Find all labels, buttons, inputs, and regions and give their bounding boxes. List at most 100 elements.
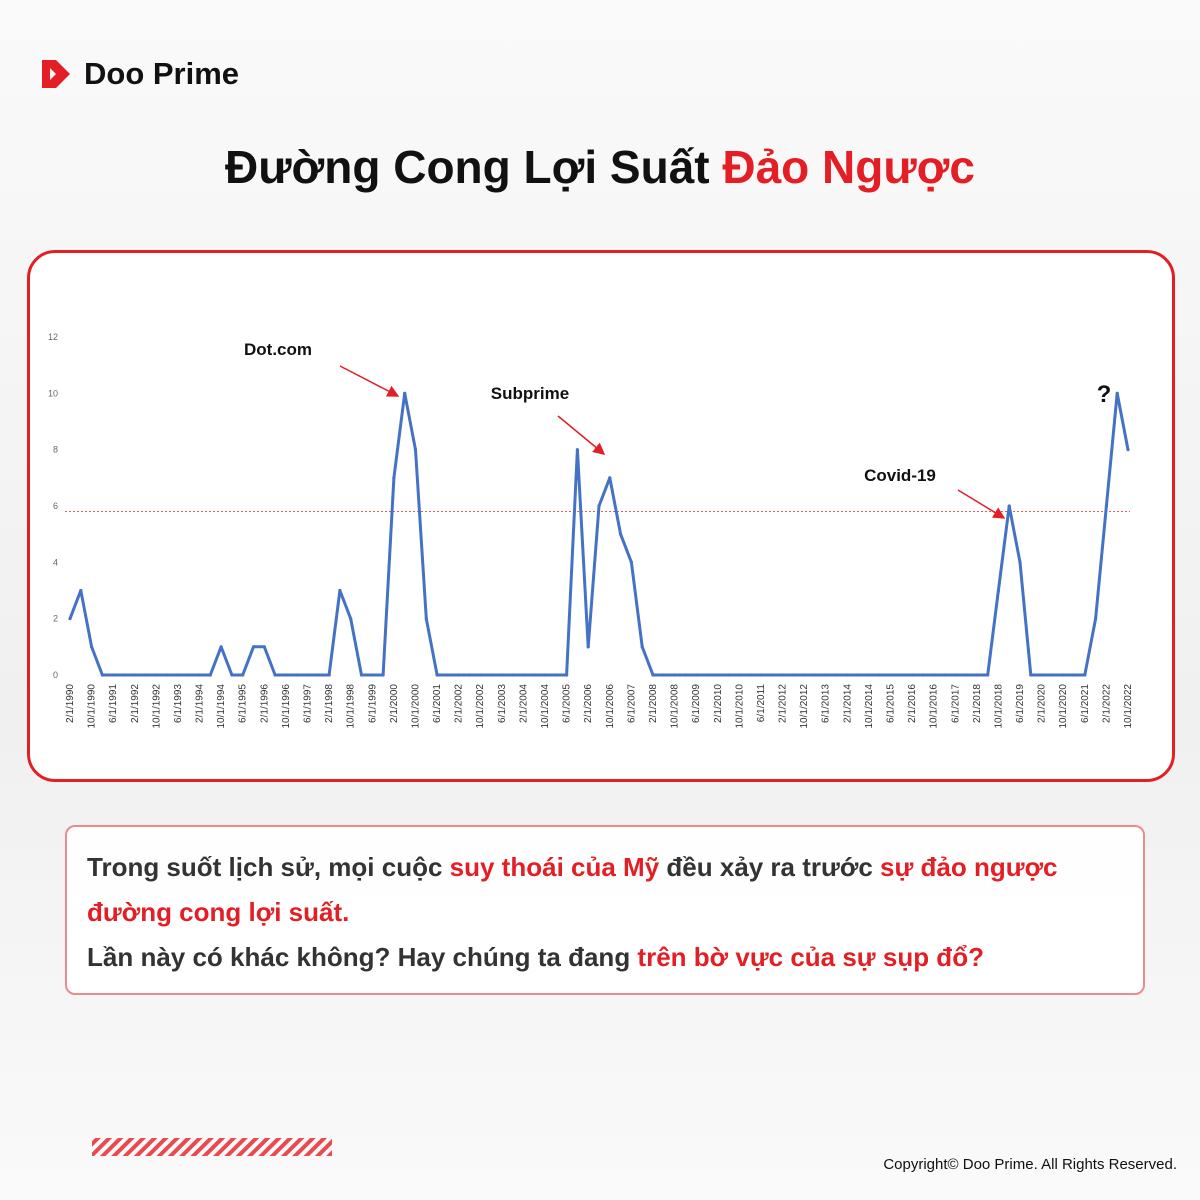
x-tick-label: 6/1/2003 bbox=[497, 684, 508, 723]
data-point bbox=[640, 645, 644, 649]
x-tick-label: 6/1/2011 bbox=[756, 684, 767, 723]
data-point bbox=[521, 673, 526, 677]
caption: Trong suốt lịch sử, mọi cuộc suy thoái c… bbox=[65, 825, 1145, 995]
y-tick-label: 2 bbox=[53, 614, 58, 624]
x-tick-label: 2/1/2018 bbox=[972, 684, 983, 723]
data-point bbox=[489, 673, 493, 677]
data-point bbox=[726, 673, 731, 677]
x-tick-label: 2/1/2020 bbox=[1037, 684, 1048, 723]
x-tick-label: 2/1/2010 bbox=[713, 684, 724, 723]
y-tick-label: 12 bbox=[48, 332, 58, 342]
data-point bbox=[759, 673, 763, 677]
data-point bbox=[111, 673, 115, 677]
x-tick-label: 10/1/2012 bbox=[799, 684, 810, 729]
data-point bbox=[1115, 391, 1119, 395]
title-main: Đường Cong Lợi Suất bbox=[225, 141, 723, 193]
data-point bbox=[932, 673, 936, 677]
data-point bbox=[629, 560, 633, 564]
y-tick-label: 6 bbox=[53, 501, 58, 511]
x-tick-label: 6/1/1993 bbox=[173, 684, 184, 723]
x-tick-label: 6/1/1995 bbox=[238, 684, 249, 723]
data-point bbox=[1040, 673, 1044, 677]
x-tick-label: 2/1/2008 bbox=[648, 684, 659, 723]
data-point bbox=[1094, 617, 1098, 621]
x-tick-label: 6/1/2019 bbox=[1015, 684, 1026, 723]
data-point bbox=[802, 673, 806, 677]
logo-icon bbox=[42, 60, 70, 88]
y-tick-label: 8 bbox=[53, 445, 58, 455]
data-point bbox=[187, 673, 191, 677]
data-point bbox=[878, 673, 882, 677]
caption-line: Lần này có khác không? Hay chúng ta đang… bbox=[87, 935, 1123, 980]
data-point bbox=[316, 673, 320, 677]
data-point bbox=[435, 673, 439, 677]
data-point bbox=[813, 673, 817, 677]
x-tick-label: 6/1/1997 bbox=[303, 684, 314, 723]
data-point bbox=[834, 673, 839, 677]
x-tick-label: 10/1/2016 bbox=[929, 684, 940, 729]
data-point bbox=[770, 673, 774, 677]
annotation: Covid-19 bbox=[864, 466, 936, 485]
data-point bbox=[230, 673, 234, 677]
x-tick-label: 6/1/2017 bbox=[950, 684, 961, 723]
x-tick-label: 2/1/2016 bbox=[907, 684, 918, 723]
data-point bbox=[457, 673, 461, 677]
title: Đường Cong Lợi Suất Đảo Ngược bbox=[0, 140, 1200, 194]
y-tick-label: 0 bbox=[53, 670, 58, 680]
x-tick-label: 2/1/1994 bbox=[195, 684, 206, 723]
data-point bbox=[176, 673, 180, 677]
data-point bbox=[921, 673, 925, 677]
x-tick-label: 10/1/1990 bbox=[87, 684, 98, 729]
data-point bbox=[1061, 673, 1065, 677]
data-point bbox=[122, 673, 126, 677]
data-point bbox=[349, 617, 353, 621]
data-point bbox=[597, 504, 601, 508]
data-point bbox=[694, 673, 698, 677]
data-point bbox=[672, 673, 677, 677]
data-point bbox=[197, 673, 202, 677]
data-point bbox=[446, 673, 450, 677]
data-point bbox=[284, 673, 288, 677]
data-point bbox=[165, 673, 169, 677]
data-point bbox=[143, 673, 148, 677]
data-point bbox=[338, 588, 342, 593]
title-highlight: Đảo Ngược bbox=[722, 141, 975, 193]
caption-text: Lần này có khác không? Hay chúng ta đang bbox=[87, 942, 638, 972]
data-point bbox=[100, 673, 104, 677]
x-tick-label: 6/1/2007 bbox=[626, 684, 637, 723]
data-point bbox=[295, 673, 299, 677]
data-point bbox=[478, 673, 482, 677]
data-point bbox=[888, 673, 893, 677]
x-tick-label: 2/1/1990 bbox=[65, 684, 76, 723]
data-point bbox=[133, 673, 137, 677]
x-tick-label: 10/1/2000 bbox=[410, 684, 421, 729]
annotation: Dot.com bbox=[244, 340, 312, 359]
data-point bbox=[392, 476, 396, 480]
data-point bbox=[68, 617, 72, 621]
data-point bbox=[424, 617, 428, 621]
data-point bbox=[79, 588, 83, 593]
data-point bbox=[910, 673, 914, 677]
data-point bbox=[1083, 673, 1087, 677]
x-tick-label: 2/1/1996 bbox=[259, 684, 270, 723]
data-point bbox=[867, 673, 871, 677]
data-point bbox=[575, 448, 580, 452]
x-tick-label: 2/1/2022 bbox=[1101, 684, 1112, 723]
x-tick-label: 10/1/2014 bbox=[864, 684, 875, 729]
data-point bbox=[1007, 504, 1011, 508]
x-tick-label: 10/1/1998 bbox=[346, 684, 357, 729]
x-tick-label: 10/1/2010 bbox=[734, 684, 745, 729]
arrows bbox=[339, 365, 1006, 519]
data-point bbox=[251, 645, 256, 649]
chart-frame bbox=[27, 250, 1175, 782]
data-point bbox=[824, 673, 828, 677]
data-point bbox=[359, 673, 364, 677]
data-point bbox=[154, 673, 158, 677]
data-point bbox=[1126, 448, 1130, 452]
x-tick-label: 2/1/1998 bbox=[324, 684, 335, 723]
data-point bbox=[208, 673, 212, 677]
x-tick-label: 2/1/2000 bbox=[389, 684, 400, 723]
data-point bbox=[413, 448, 418, 452]
data-point bbox=[500, 673, 504, 677]
